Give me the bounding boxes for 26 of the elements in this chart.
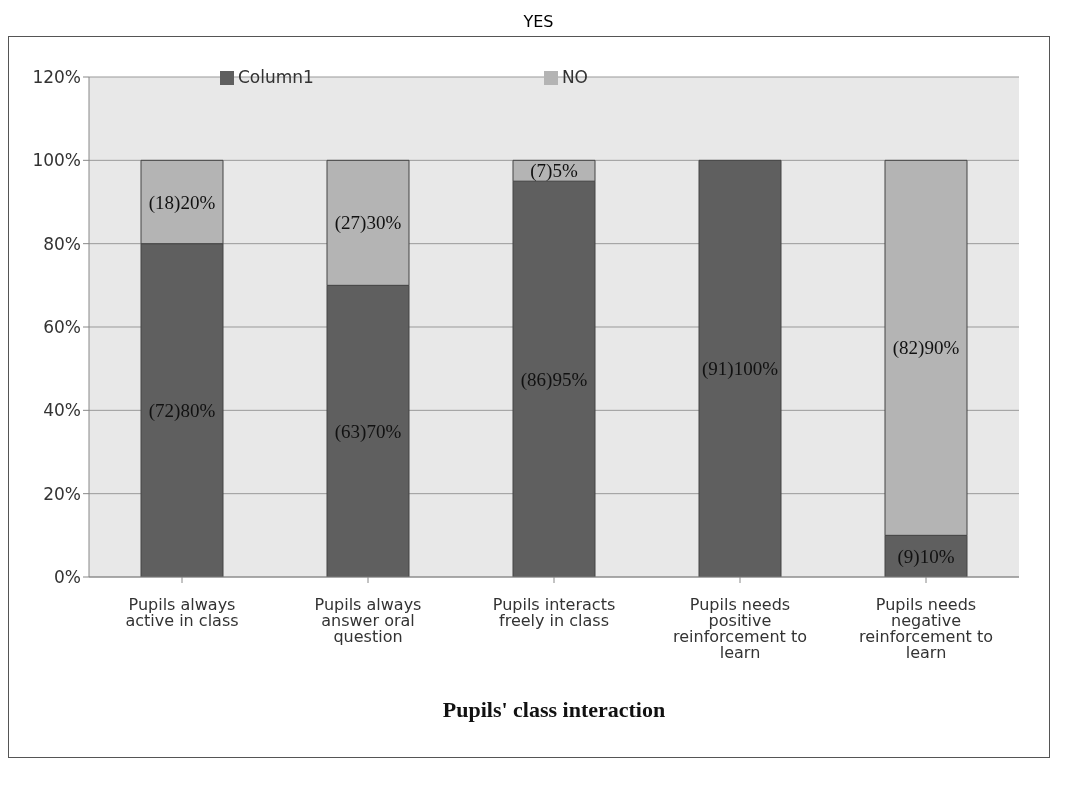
data-label: (9)10% (897, 545, 955, 568)
data-label: (18)20% (148, 191, 216, 214)
y-tick-label: 0% (54, 567, 81, 588)
y-tick-label: 100% (32, 150, 81, 171)
y-tick-label: 60% (43, 317, 81, 338)
x-tick-label: Pupils needs negative reinforcement to learn (859, 595, 993, 663)
legend-label: NO (561, 67, 589, 87)
x-tick-label: Pupils always answer oral question (314, 595, 422, 647)
x-axis-title: Pupils' class interaction (442, 697, 666, 722)
y-tick-label: 80% (43, 233, 81, 254)
x-tick-label: Pupils always active in class (125, 595, 239, 631)
y-tick-label: 120% (32, 67, 81, 88)
x-tick-label: Pupils needs positive reinforcement to learn (673, 595, 807, 663)
data-label: (82)90% (892, 337, 960, 360)
chart-title: YES (522, 11, 555, 33)
data-label: (63)70% (334, 420, 402, 443)
data-label: (27)30% (334, 212, 402, 235)
x-tick-label: Pupils interacts freely in class (492, 595, 616, 631)
legend-label: Column1 (237, 67, 314, 87)
y-tick-label: 40% (43, 400, 81, 421)
y-tick-label: 20% (43, 483, 81, 504)
data-label: (91)100% (702, 358, 779, 381)
data-label: (72)80% (148, 399, 216, 422)
data-label: (86)95% (520, 368, 588, 391)
bar (698, 159, 782, 577)
data-label: (7)5% (530, 160, 578, 183)
